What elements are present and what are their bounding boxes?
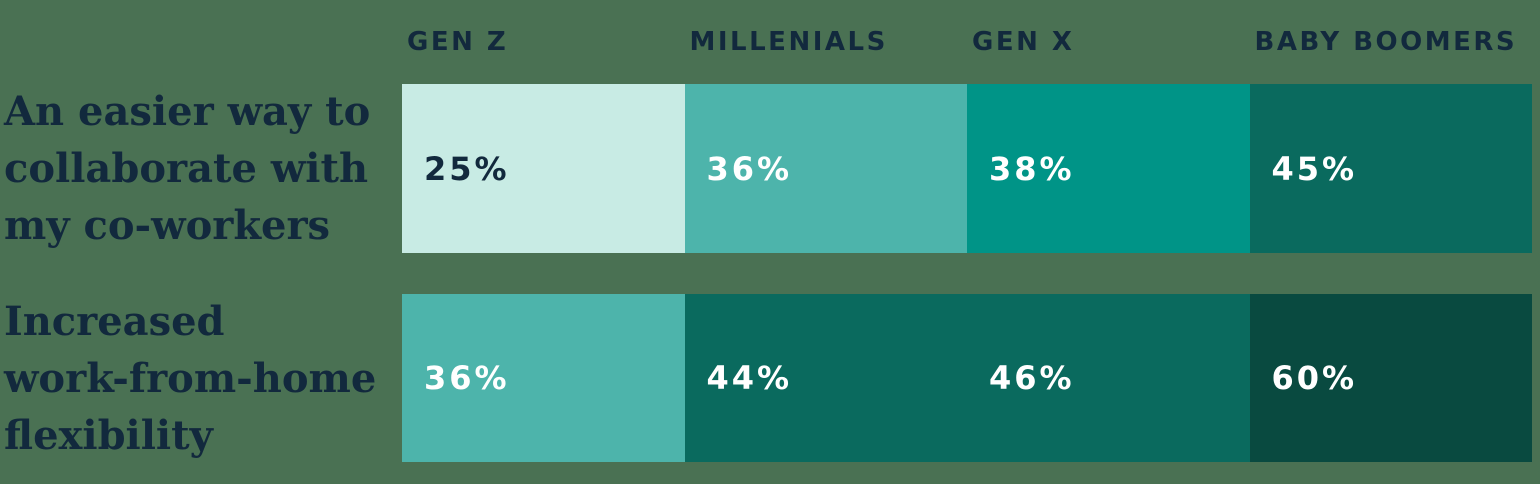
column-header-gen-x: GEN X [972,27,1075,57]
row-label-line: work-from-home [4,354,377,402]
cell-wfh-millenials: 44% [684,294,967,462]
column-headers: GEN Z MILLENIALS GEN X BABY BOOMERS [402,0,1532,84]
cell-value: 60% [1271,359,1358,397]
bar-row-wfh-flexibility: 36% 44% 46% 60% [402,294,1532,462]
cell-value: 45% [1271,149,1358,188]
cell-value: 36% [706,149,793,188]
cell-collaboration-baby-boomers: 45% [1249,84,1532,253]
cell-collaboration-gen-x: 38% [967,84,1250,253]
row-label-wfh-flexibility: Increased work-from-home flexibility [4,294,396,462]
column-header-gen-z: GEN Z [407,27,509,57]
row-label-line: An easier way to [4,88,371,135]
column-header-millenials: MILLENIALS [689,27,888,57]
cell-value: 36% [424,359,510,397]
row-label-line: Increased [4,297,225,345]
row-label-collaboration: An easier way to collaborate with my co-… [4,84,396,253]
cell-wfh-gen-z: 36% [402,294,685,462]
cell-value: 38% [989,149,1075,188]
cell-value: 46% [989,359,1075,397]
cell-collaboration-millenials: 36% [684,84,967,253]
cell-collaboration-gen-z: 25% [402,84,685,253]
row-label-line: flexibility [4,411,213,459]
column-header-baby-boomers: BABY BOOMERS [1254,27,1518,57]
row-label-line: my co-workers [4,202,331,249]
cell-value: 44% [706,359,793,397]
cell-value: 25% [424,149,510,188]
cell-wfh-gen-x: 46% [967,294,1250,462]
row-label-line: collaborate with [4,145,369,192]
bar-row-collaboration: 25% 36% 38% 45% [402,84,1532,253]
cell-wfh-baby-boomers: 60% [1249,294,1532,462]
